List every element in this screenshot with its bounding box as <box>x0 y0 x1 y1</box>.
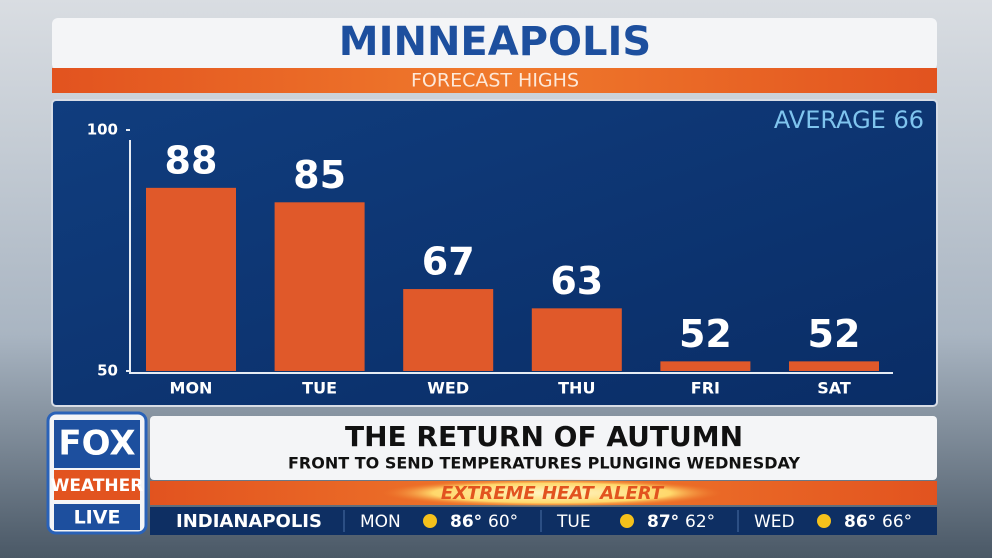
x-tick-label: SAT <box>817 379 851 398</box>
value-label: 67 <box>422 240 475 284</box>
headline: THE RETURN OF AUTUMN <box>345 420 743 453</box>
chart-panel <box>51 99 938 407</box>
value-label: 63 <box>550 259 603 303</box>
ticker-bar <box>150 507 937 535</box>
chart-title: MINNEAPOLIS <box>339 19 651 65</box>
bar <box>789 361 879 371</box>
bar <box>146 187 236 371</box>
y-tick-label: 50 <box>97 362 118 380</box>
x-tick-label: FRI <box>691 379 720 398</box>
logo-fox: FOX <box>58 424 135 464</box>
x-tick-label: MON <box>170 379 213 398</box>
subtitle-strip <box>52 68 937 93</box>
x-tick-label: THU <box>558 379 595 398</box>
y-tick-label: 100 <box>87 121 118 139</box>
ticker-low: 66° <box>882 512 912 532</box>
alert-glow <box>382 479 722 507</box>
headline-banner <box>150 416 937 480</box>
logo-weather: WEATHER <box>51 476 144 496</box>
bar <box>274 202 365 371</box>
bar <box>403 289 494 371</box>
ticker-low: 62° <box>685 512 715 532</box>
subhead: FRONT TO SEND TEMPERATURES PLUNGING WEDN… <box>288 454 800 473</box>
value-label: 52 <box>808 312 861 356</box>
chart-subtitle: FORECAST HIGHS <box>411 70 579 92</box>
title-banner <box>52 18 937 70</box>
x-tick-label: TUE <box>302 379 337 398</box>
ticker-day: WED <box>754 512 795 532</box>
logo-live-bg <box>54 504 140 530</box>
value-label: 52 <box>679 312 732 356</box>
bar <box>531 308 622 371</box>
ticker-day: MON <box>360 512 401 532</box>
bar <box>660 361 751 371</box>
logo-fox-bg <box>54 420 140 468</box>
ticker-high: 87° <box>647 512 679 532</box>
value-label: 85 <box>293 153 346 197</box>
average-annotation: AVERAGE 66 <box>774 106 924 134</box>
logo-weather-bg <box>54 470 140 500</box>
ticker-day: TUE <box>556 512 591 532</box>
ticker-city: INDIANAPOLIS <box>176 511 322 532</box>
ticker-low: 60° <box>488 512 518 532</box>
lower-third: FOX WEATHER LIVE THE RETURN OF AUTUMN FR… <box>46 411 937 535</box>
logo-live: LIVE <box>74 507 121 529</box>
x-tick-label: WED <box>427 379 469 398</box>
alert: EXTREME HEAT ALERT <box>441 483 665 504</box>
weather-icon <box>423 514 437 528</box>
weather-icon <box>817 514 831 528</box>
value-label: 88 <box>165 138 218 182</box>
weather-icon <box>620 514 634 528</box>
ticker-high: 86° <box>450 512 482 532</box>
ticker-high: 86° <box>844 512 876 532</box>
